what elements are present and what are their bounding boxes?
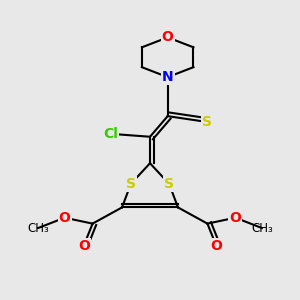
Text: CH₃: CH₃ xyxy=(251,221,273,235)
Text: O: O xyxy=(210,239,222,253)
Text: Cl: Cl xyxy=(103,127,118,141)
Text: CH₃: CH₃ xyxy=(27,221,49,235)
Text: S: S xyxy=(126,177,136,191)
Text: O: O xyxy=(78,239,90,253)
Text: S: S xyxy=(164,177,174,191)
Text: N: N xyxy=(162,70,173,84)
Text: S: S xyxy=(202,115,212,129)
Text: O: O xyxy=(230,211,241,225)
Text: O: O xyxy=(162,30,174,44)
Text: O: O xyxy=(59,211,70,225)
